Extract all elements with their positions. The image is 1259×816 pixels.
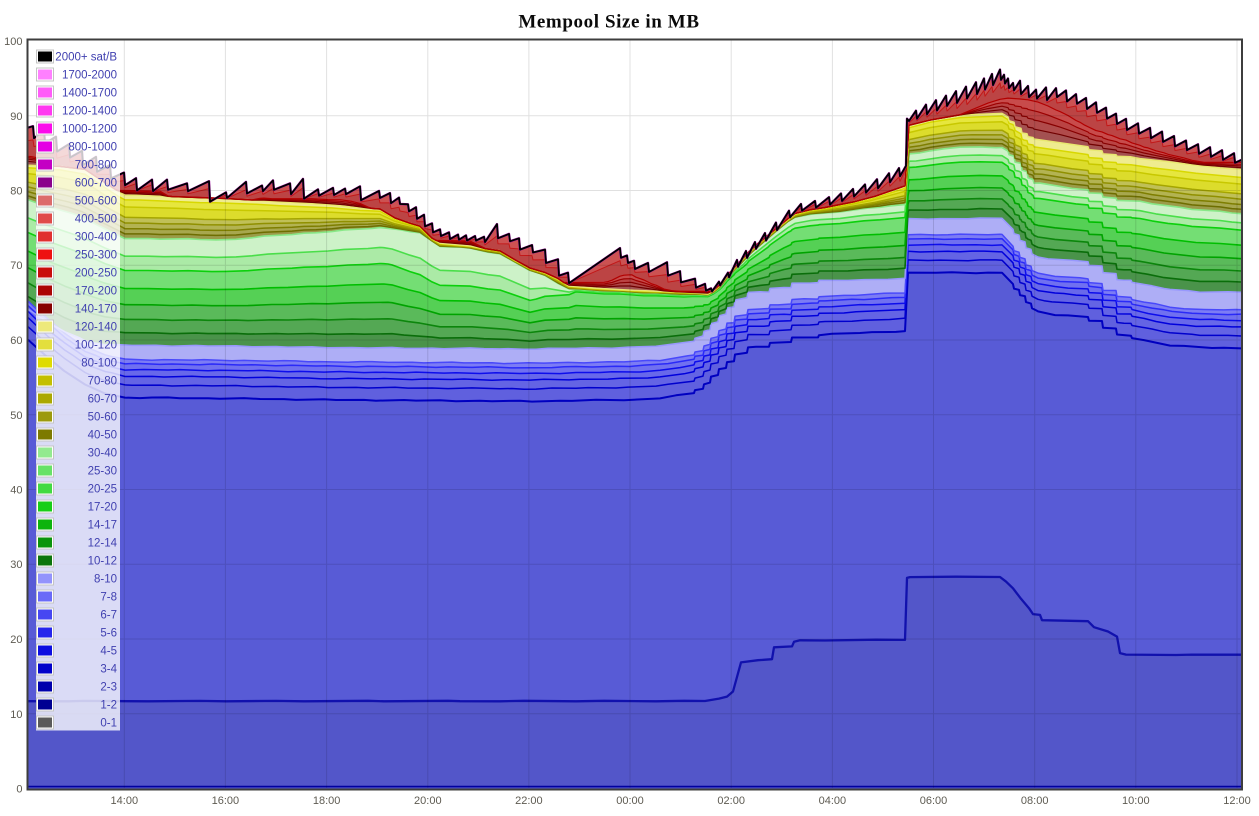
svg-text:100-120: 100-120 (75, 340, 117, 352)
svg-text:400-500: 400-500 (75, 214, 117, 226)
svg-text:700-800: 700-800 (75, 160, 117, 172)
svg-text:50: 50 (10, 410, 22, 422)
svg-text:5-6: 5-6 (100, 628, 117, 640)
svg-text:170-200: 170-200 (75, 286, 117, 298)
svg-text:500-600: 500-600 (75, 196, 117, 208)
svg-text:22:00: 22:00 (515, 795, 543, 807)
svg-text:0-1: 0-1 (100, 718, 117, 730)
svg-text:6-7: 6-7 (100, 610, 117, 622)
svg-text:02:00: 02:00 (717, 795, 745, 807)
svg-text:1-2: 1-2 (100, 700, 117, 712)
svg-text:04:00: 04:00 (819, 795, 847, 807)
svg-text:250-300: 250-300 (75, 250, 117, 262)
svg-text:12-14: 12-14 (88, 538, 118, 550)
svg-text:3-4: 3-4 (100, 664, 117, 676)
svg-text:12:00: 12:00 (1223, 795, 1251, 807)
svg-text:20-25: 20-25 (88, 484, 117, 496)
svg-text:1000-1200: 1000-1200 (62, 124, 117, 136)
svg-text:14-17: 14-17 (88, 520, 117, 532)
svg-text:1400-1700: 1400-1700 (62, 88, 117, 100)
svg-text:80-100: 80-100 (81, 358, 117, 370)
svg-text:Mempool Size in MB: Mempool Size in MB (518, 12, 699, 33)
svg-text:600-700: 600-700 (75, 178, 117, 190)
svg-text:60-70: 60-70 (88, 394, 117, 406)
svg-text:17-20: 17-20 (88, 502, 117, 514)
svg-text:16:00: 16:00 (212, 795, 240, 807)
svg-text:50-60: 50-60 (88, 412, 117, 424)
svg-text:1700-2000: 1700-2000 (62, 70, 117, 82)
svg-text:300-400: 300-400 (75, 232, 117, 244)
svg-text:100: 100 (4, 36, 22, 48)
svg-text:10-12: 10-12 (88, 556, 117, 568)
svg-text:2-3: 2-3 (100, 682, 117, 694)
svg-text:25-30: 25-30 (88, 466, 117, 478)
svg-text:90: 90 (10, 111, 22, 123)
svg-text:18:00: 18:00 (313, 795, 341, 807)
svg-text:8-10: 8-10 (94, 574, 117, 586)
svg-text:70: 70 (10, 260, 22, 272)
svg-text:120-140: 120-140 (75, 322, 117, 334)
svg-text:1200-1400: 1200-1400 (62, 106, 117, 118)
svg-text:10:00: 10:00 (1122, 795, 1150, 807)
svg-text:40: 40 (10, 485, 22, 497)
svg-text:08:00: 08:00 (1021, 795, 1049, 807)
svg-text:7-8: 7-8 (100, 592, 117, 604)
svg-text:2000+ sat/B: 2000+ sat/B (55, 52, 117, 64)
svg-text:14:00: 14:00 (111, 795, 139, 807)
svg-text:80: 80 (10, 186, 22, 198)
svg-text:40-50: 40-50 (88, 430, 117, 442)
svg-text:20:00: 20:00 (414, 795, 442, 807)
svg-text:140-170: 140-170 (75, 304, 117, 316)
svg-text:06:00: 06:00 (920, 795, 948, 807)
svg-text:60: 60 (10, 335, 22, 347)
svg-text:20: 20 (10, 634, 22, 646)
svg-text:200-250: 200-250 (75, 268, 117, 280)
svg-text:4-5: 4-5 (100, 646, 117, 658)
svg-text:30: 30 (10, 559, 22, 571)
svg-text:00:00: 00:00 (616, 795, 644, 807)
svg-text:0: 0 (16, 784, 22, 796)
svg-text:30-40: 30-40 (88, 448, 117, 460)
svg-text:70-80: 70-80 (88, 376, 117, 388)
svg-text:10: 10 (10, 709, 22, 721)
svg-text:800-1000: 800-1000 (68, 142, 117, 154)
